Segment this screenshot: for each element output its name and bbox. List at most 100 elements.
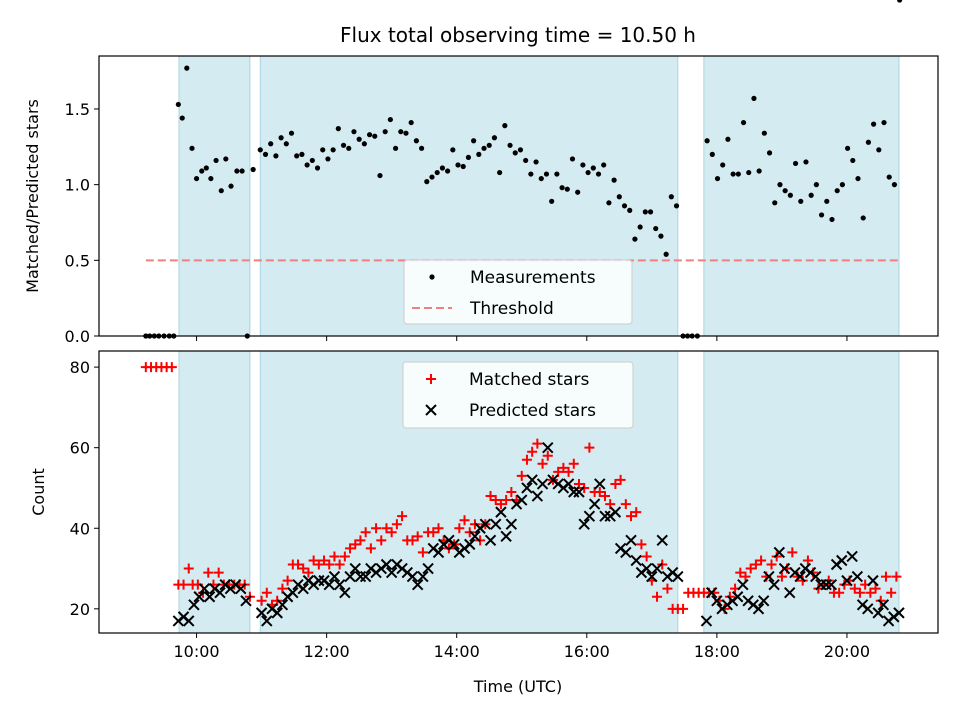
measurement-point	[798, 198, 804, 204]
measurement-point	[575, 189, 581, 195]
predicted-point	[573, 486, 585, 498]
measurement-point	[595, 171, 602, 177]
measurement-point	[865, 139, 872, 145]
measurement-point	[491, 135, 498, 141]
predicted-point	[193, 591, 205, 603]
measurement-point	[434, 169, 440, 176]
series-predicted-stars	[172, 441, 905, 627]
matched-point	[584, 442, 595, 453]
measurement-point	[824, 198, 830, 204]
measurement-point	[382, 129, 388, 135]
matched-point	[303, 567, 314, 578]
observing-window-3	[703, 350, 900, 634]
matched-point	[339, 551, 350, 562]
measurement-point	[273, 153, 279, 159]
predicted-point	[203, 591, 216, 603]
measurement-point	[844, 145, 851, 151]
measurement-point	[465, 154, 472, 161]
legend-box	[402, 361, 634, 429]
predicted-point	[893, 607, 905, 619]
matched-point	[849, 583, 860, 594]
predicted-point	[562, 478, 575, 490]
predicted-point	[773, 546, 786, 559]
measurement-point	[299, 151, 305, 157]
matched-point	[516, 470, 527, 481]
predicted-point	[836, 554, 848, 567]
measurement-point	[647, 209, 654, 215]
measurement-point	[746, 169, 752, 176]
legend-marker-dot	[429, 274, 435, 280]
matched-point	[594, 487, 605, 497]
measurement-point	[871, 121, 877, 127]
measurement-point	[756, 168, 762, 174]
legend-label: Matched stars	[469, 370, 589, 390]
matched-point	[459, 515, 470, 526]
measurement-point	[829, 216, 835, 223]
matched-point	[870, 583, 881, 594]
measurement-point	[189, 145, 195, 151]
measurement-point	[387, 116, 393, 123]
matched-point	[865, 587, 876, 598]
matched-point	[740, 571, 751, 582]
measurement-point	[543, 171, 550, 177]
matched-point	[532, 438, 543, 449]
chart-title: Flux total observing time = 10.50 h	[340, 23, 696, 47]
measurement-point	[356, 136, 362, 142]
predicted-point	[526, 474, 538, 486]
predicted-point	[588, 498, 601, 510]
measurement-point	[658, 233, 664, 239]
matched-point	[256, 595, 267, 606]
x-axis-label: Time (UTC)	[473, 677, 562, 696]
measurement-point	[720, 162, 726, 168]
matched-point	[166, 362, 177, 373]
measurement-point	[199, 168, 205, 174]
measurement-point	[751, 95, 757, 101]
axes-frame	[98, 55, 939, 337]
matched-point	[750, 559, 761, 570]
matched-point	[802, 555, 813, 566]
matched-point	[610, 478, 621, 489]
matched-point	[787, 547, 798, 558]
matched-point	[397, 511, 408, 522]
matched-point	[615, 474, 626, 485]
predicted-point	[297, 582, 309, 595]
measurement-point	[403, 130, 409, 136]
predicted-point	[276, 599, 289, 611]
measurement-point	[813, 182, 819, 188]
measurement-point	[601, 162, 607, 168]
y-axis-label-ratio: Matched/Predicted stars	[23, 99, 42, 293]
measurement-point	[309, 157, 315, 164]
matched-point	[891, 571, 902, 582]
measurement-point	[377, 172, 383, 179]
matched-point	[490, 495, 501, 506]
matched-point	[626, 511, 637, 522]
predicted-point	[630, 554, 642, 567]
matched-point	[568, 458, 579, 469]
matched-point	[537, 458, 548, 469]
predicted-point	[872, 607, 884, 619]
predicted-point	[385, 566, 398, 579]
y-tick-label: 0.5	[65, 251, 90, 270]
measurement-point	[278, 135, 284, 141]
measurement-point	[772, 200, 778, 206]
matched-point	[875, 595, 886, 606]
x-tick-label: 14:00	[434, 642, 480, 661]
predicted-point	[333, 578, 346, 591]
measurement-point	[517, 147, 524, 153]
predicted-point	[521, 482, 533, 494]
predicted-point	[261, 615, 273, 627]
measurement-point	[673, 203, 680, 209]
measurement-point	[413, 138, 419, 144]
predicted-point	[542, 441, 554, 454]
matched-point	[319, 555, 330, 566]
predicted-point	[815, 578, 827, 591]
measurement-point	[481, 145, 487, 151]
predicted-point	[344, 570, 356, 583]
measurement-point	[203, 165, 209, 171]
x-tick-label: 16:00	[564, 642, 610, 661]
predicted-point	[464, 538, 476, 551]
predicted-point	[820, 578, 832, 591]
predicted-point	[867, 574, 879, 587]
measurement-point	[855, 175, 861, 182]
